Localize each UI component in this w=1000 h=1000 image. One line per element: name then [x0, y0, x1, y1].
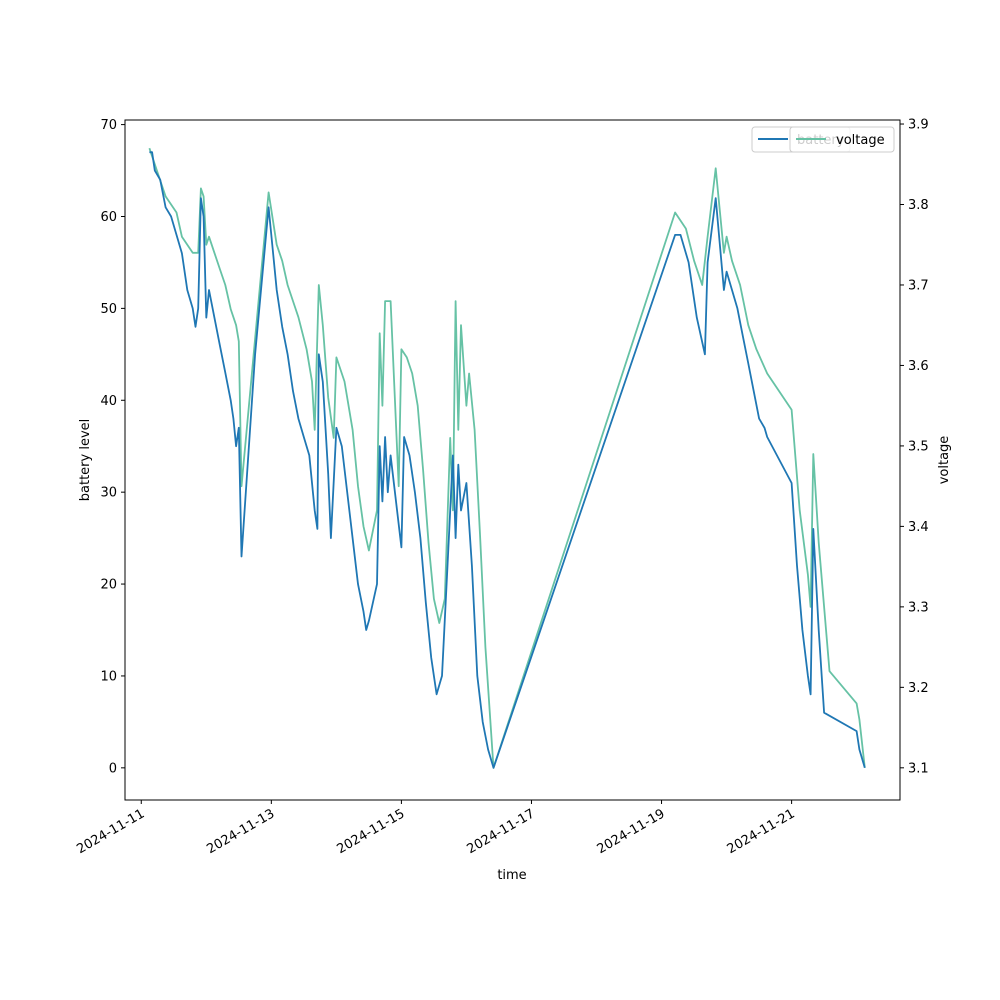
series-line-voltage: [148, 147, 866, 769]
legend-voltage-box: [789, 126, 895, 153]
y-left-tick-label: 50: [100, 302, 117, 317]
y-right-tick-label: 3.4: [908, 520, 929, 535]
y-right-tick-label: 3.5: [908, 439, 929, 454]
y-right-tick-label: 3.1: [908, 761, 929, 776]
y-left-tick-label: 70: [100, 118, 117, 133]
legend-voltage: voltage: [789, 126, 895, 153]
y-axis-right-label: voltage: [937, 436, 952, 485]
y-axis-left-label: battery level: [78, 419, 93, 502]
y-right-tick-label: 3.9: [908, 118, 929, 133]
y-left-tick-label: 40: [100, 394, 117, 409]
y-right-tick-label: 3.8: [908, 198, 929, 213]
y-right-tick-label: 3.3: [908, 600, 929, 615]
plot-frame: [124, 119, 901, 801]
y-left-tick-label: 30: [100, 486, 117, 501]
y-right-tick-label: 3.2: [908, 681, 929, 696]
y-axis-right: 3.1 3.2 3.3 3.4 3.5 3.6 3.7 3.8 3.9: [900, 118, 929, 776]
y-right-tick-label: 3.7: [908, 278, 929, 293]
y-left-tick-label: 20: [100, 578, 117, 593]
x-axis-label: time: [497, 868, 526, 883]
y-axis-left: 0 10 20 30 40 50 60 70: [100, 118, 125, 776]
y-right-tick-label: 3.6: [908, 359, 929, 374]
series-layer: [148, 147, 866, 769]
legend-voltage-label: voltage: [836, 133, 885, 148]
y-left-tick-label: 10: [100, 669, 117, 684]
y-left-tick-label: 0: [109, 761, 117, 776]
y-left-tick-label: 60: [100, 210, 117, 225]
series-line-battery: [149, 151, 866, 769]
